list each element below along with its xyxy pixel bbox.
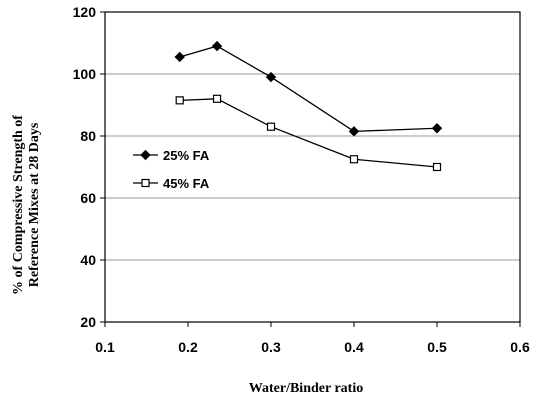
x-tick-label: 0.2 bbox=[178, 339, 198, 355]
y-axis-title: % of Compressive Strength of Reference M… bbox=[11, 115, 42, 295]
legend-label: 25% FA bbox=[163, 148, 210, 163]
x-tick-label: 0.5 bbox=[427, 339, 447, 355]
y-axis-ticks: 20 40 60 80 100 120 bbox=[73, 4, 105, 330]
gridlines bbox=[105, 73, 520, 261]
x-tick-label: 0.4 bbox=[344, 339, 364, 355]
data-point bbox=[211, 40, 223, 52]
data-point bbox=[266, 122, 276, 131]
data-point bbox=[265, 71, 277, 83]
legend: 25% FA 45% FA bbox=[133, 148, 210, 191]
data-point bbox=[432, 162, 442, 172]
series-line bbox=[179, 98, 438, 168]
series-1 bbox=[174, 40, 443, 137]
y-tick-label: 100 bbox=[73, 66, 97, 82]
data-point bbox=[174, 51, 185, 63]
legend-marker bbox=[140, 149, 151, 161]
x-tick-label: 0.3 bbox=[261, 339, 281, 355]
data-point bbox=[349, 155, 359, 164]
y-tick-label: 20 bbox=[80, 314, 96, 330]
series-2 bbox=[175, 94, 442, 172]
legend-item: 45% FA bbox=[133, 176, 210, 191]
x-tick-label: 0.6 bbox=[510, 339, 530, 355]
data-point bbox=[212, 94, 222, 103]
y-axis-title-line-2: Reference Mixes at 28 Days bbox=[27, 122, 42, 287]
data-point bbox=[348, 126, 360, 137]
x-axis-ticks: 0.1 0.2 0.3 0.4 0.5 0.6 bbox=[95, 322, 530, 355]
y-tick-label: 40 bbox=[80, 252, 96, 268]
y-tick-label: 80 bbox=[80, 128, 96, 144]
y-axis-title-line-1: % of Compressive Strength of bbox=[11, 115, 26, 295]
series-line bbox=[179, 45, 438, 133]
legend-item: 25% FA bbox=[133, 148, 210, 163]
plot-area-frame bbox=[104, 11, 521, 323]
y-tick-label: 120 bbox=[73, 4, 97, 20]
x-axis-title: Water/Binder ratio bbox=[249, 381, 363, 396]
y-tick-label: 60 bbox=[80, 190, 96, 206]
x-tick-label: 0.1 bbox=[95, 339, 115, 355]
legend-label: 45% FA bbox=[163, 176, 210, 191]
data-point bbox=[175, 96, 184, 105]
legend-marker bbox=[141, 178, 150, 188]
data-point bbox=[431, 123, 443, 134]
series-group bbox=[174, 40, 443, 172]
